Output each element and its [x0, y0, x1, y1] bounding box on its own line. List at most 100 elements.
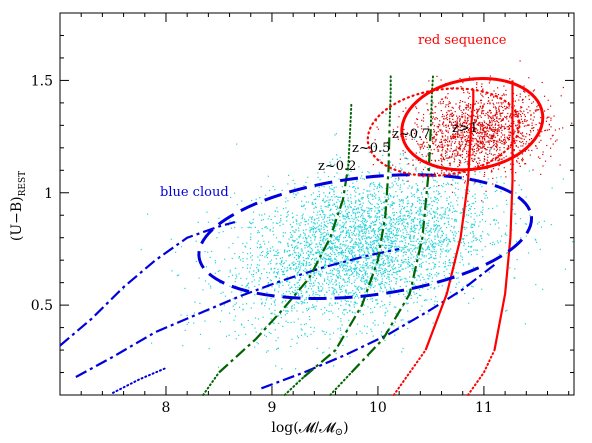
- red-point: [469, 132, 471, 134]
- blue-point: [388, 248, 390, 250]
- blue-point: [352, 256, 354, 258]
- blue-point: [256, 242, 258, 244]
- blue-point: [323, 256, 325, 258]
- blue-point: [316, 347, 318, 349]
- red-point: [487, 123, 489, 125]
- blue-point: [359, 239, 361, 241]
- blue-point: [459, 261, 461, 263]
- blue-point: [332, 312, 334, 314]
- blue-point: [457, 241, 459, 243]
- red-point: [503, 138, 505, 141]
- blue-point: [275, 258, 277, 260]
- blue-point: [326, 291, 328, 293]
- blue-point: [355, 242, 357, 244]
- blue-point: [335, 269, 337, 271]
- red-point: [481, 86, 483, 88]
- red-point: [500, 136, 502, 138]
- red-point: [482, 130, 484, 132]
- blue-point: [329, 241, 331, 243]
- blue-point: [243, 326, 245, 328]
- blue-point: [327, 206, 329, 208]
- red-point: [539, 157, 541, 159]
- blue-point: [496, 181, 498, 183]
- blue-point: [347, 250, 349, 252]
- blue-point: [407, 327, 409, 330]
- blue-point: [404, 296, 406, 298]
- blue-point: [278, 322, 280, 325]
- blue-point: [334, 242, 336, 244]
- red-point: [486, 159, 488, 161]
- blue-point: [324, 312, 326, 314]
- red-point: [498, 107, 500, 109]
- blue-point: [482, 206, 484, 208]
- red-point: [487, 141, 489, 143]
- red-point: [445, 124, 447, 126]
- blue-point: [335, 186, 337, 188]
- red-point: [520, 111, 522, 113]
- blue-point: [393, 195, 395, 197]
- red-point: [436, 172, 439, 174]
- blue-point: [347, 230, 349, 232]
- blue-point: [396, 235, 398, 237]
- blue-point: [350, 262, 352, 264]
- blue-point: [429, 187, 432, 189]
- blue-point: [315, 206, 317, 209]
- blue-point: [320, 228, 322, 230]
- blue-point: [231, 257, 233, 260]
- blue-point: [415, 247, 417, 249]
- blue-point: [379, 306, 381, 308]
- blue-point: [447, 214, 449, 216]
- blue-point: [328, 192, 330, 195]
- blue-point: [402, 219, 404, 221]
- red-point: [417, 126, 419, 128]
- red-point: [491, 171, 493, 173]
- blue-point: [291, 306, 293, 308]
- red-point: [440, 140, 443, 142]
- blue-point: [358, 297, 360, 299]
- blue-point: [402, 240, 404, 243]
- blue-point: [293, 231, 295, 233]
- blue-point: [282, 301, 284, 303]
- blue-point: [354, 221, 357, 223]
- blue-point: [281, 368, 283, 370]
- blue-point: [401, 259, 403, 261]
- blue-point: [319, 295, 321, 297]
- red-point: [451, 122, 453, 124]
- red-point: [486, 164, 488, 166]
- blue-point: [339, 252, 341, 254]
- blue-point: [350, 194, 352, 196]
- blue-point: [398, 245, 400, 247]
- red-point: [413, 132, 416, 135]
- red-point: [482, 112, 484, 115]
- blue-point: [412, 194, 414, 196]
- red-point: [497, 134, 499, 137]
- blue-point: [258, 214, 260, 216]
- blue-point: [345, 240, 347, 242]
- blue-point: [372, 229, 374, 231]
- blue-point: [401, 199, 403, 201]
- blue-point: [376, 212, 379, 215]
- blue-point: [336, 201, 338, 203]
- blue-point: [353, 281, 355, 283]
- red-point: [422, 117, 425, 119]
- blue-point: [437, 199, 440, 201]
- red-point: [464, 182, 466, 184]
- red-point: [489, 102, 491, 104]
- blue-point: [387, 240, 389, 242]
- blue-point: [391, 201, 393, 203]
- blue-point: [353, 260, 355, 263]
- blue-point: [346, 231, 348, 234]
- blue-point: [309, 229, 311, 231]
- blue-point: [393, 202, 395, 205]
- blue-point: [433, 265, 435, 267]
- blue-point: [366, 273, 368, 275]
- blue-point: [123, 288, 125, 290]
- blue-point: [434, 242, 436, 244]
- red-point: [467, 117, 469, 119]
- red-point: [405, 107, 407, 109]
- blue-point: [313, 327, 316, 329]
- red-point: [425, 138, 427, 140]
- blue-point: [314, 223, 316, 225]
- blue-point: [281, 296, 283, 298]
- blue-point: [454, 240, 456, 242]
